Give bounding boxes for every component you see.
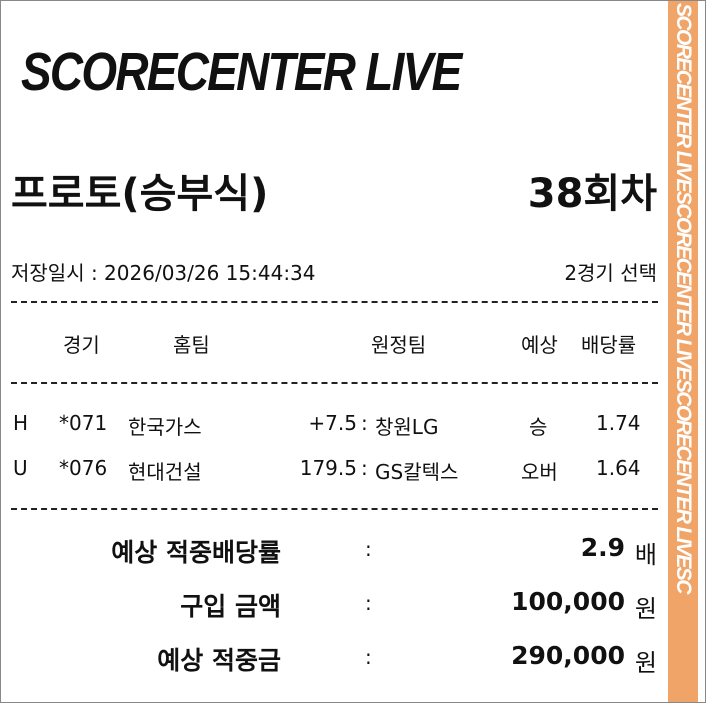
- summary-separator: :: [365, 645, 372, 669]
- row-away: 창원LG: [375, 415, 439, 439]
- row-odds: 1.74: [596, 411, 641, 435]
- selected-count: 2경기 선택: [564, 261, 657, 285]
- summary-value: 290,000: [511, 641, 625, 670]
- summary-label: 구입 금액: [180, 592, 281, 621]
- header-odds: 배당률: [581, 333, 637, 357]
- row-game: *076: [59, 456, 108, 480]
- row-odds: 1.64: [596, 456, 641, 480]
- summary-value: 100,000: [511, 587, 625, 616]
- summary-value: 2.9: [580, 533, 625, 562]
- row-separator: :: [361, 456, 368, 480]
- summary-separator: :: [365, 537, 372, 561]
- summary-unit: 원: [634, 649, 657, 677]
- summary-separator: :: [365, 591, 372, 615]
- row-game: *071: [59, 411, 108, 435]
- row-away: GS칼텍스: [375, 460, 459, 484]
- summary-label: 예상 적중금: [157, 646, 281, 675]
- row-type: U: [13, 456, 28, 480]
- row-line: 179.5: [299, 456, 357, 480]
- header-pick: 예상: [521, 333, 558, 357]
- row-pick: 오버: [521, 460, 558, 484]
- saved-at: 저장일시 : 2026/03/26 15:44:34: [11, 261, 316, 285]
- side-banner: SCORECENTER LIVESCORECENTER LIVESCORECEN…: [668, 1, 698, 702]
- row-type: H: [13, 411, 29, 435]
- divider: [11, 382, 658, 384]
- row-pick: 승: [529, 415, 548, 439]
- divider: [11, 508, 658, 510]
- summary-unit: 원: [634, 595, 657, 623]
- row-line: +7.5: [308, 411, 357, 435]
- logo: SCORECENTER LIVE: [21, 42, 462, 102]
- summary-unit: 배: [634, 541, 657, 569]
- divider: [11, 301, 658, 303]
- header-home: 홈팀: [173, 333, 210, 357]
- summary-label: 예상 적중배당률: [111, 538, 281, 567]
- side-banner-text: SCORECENTER LIVESCORECENTER LIVESCORECEN…: [672, 3, 695, 593]
- header-game: 경기: [63, 333, 100, 357]
- round-label: 38회차: [527, 171, 657, 217]
- row-separator: :: [361, 411, 368, 435]
- game-type-title: 프로토(승부식): [11, 171, 269, 217]
- row-home: 한국가스: [128, 415, 202, 439]
- row-home: 현대건설: [128, 460, 202, 484]
- header-away: 원정팀: [371, 333, 427, 357]
